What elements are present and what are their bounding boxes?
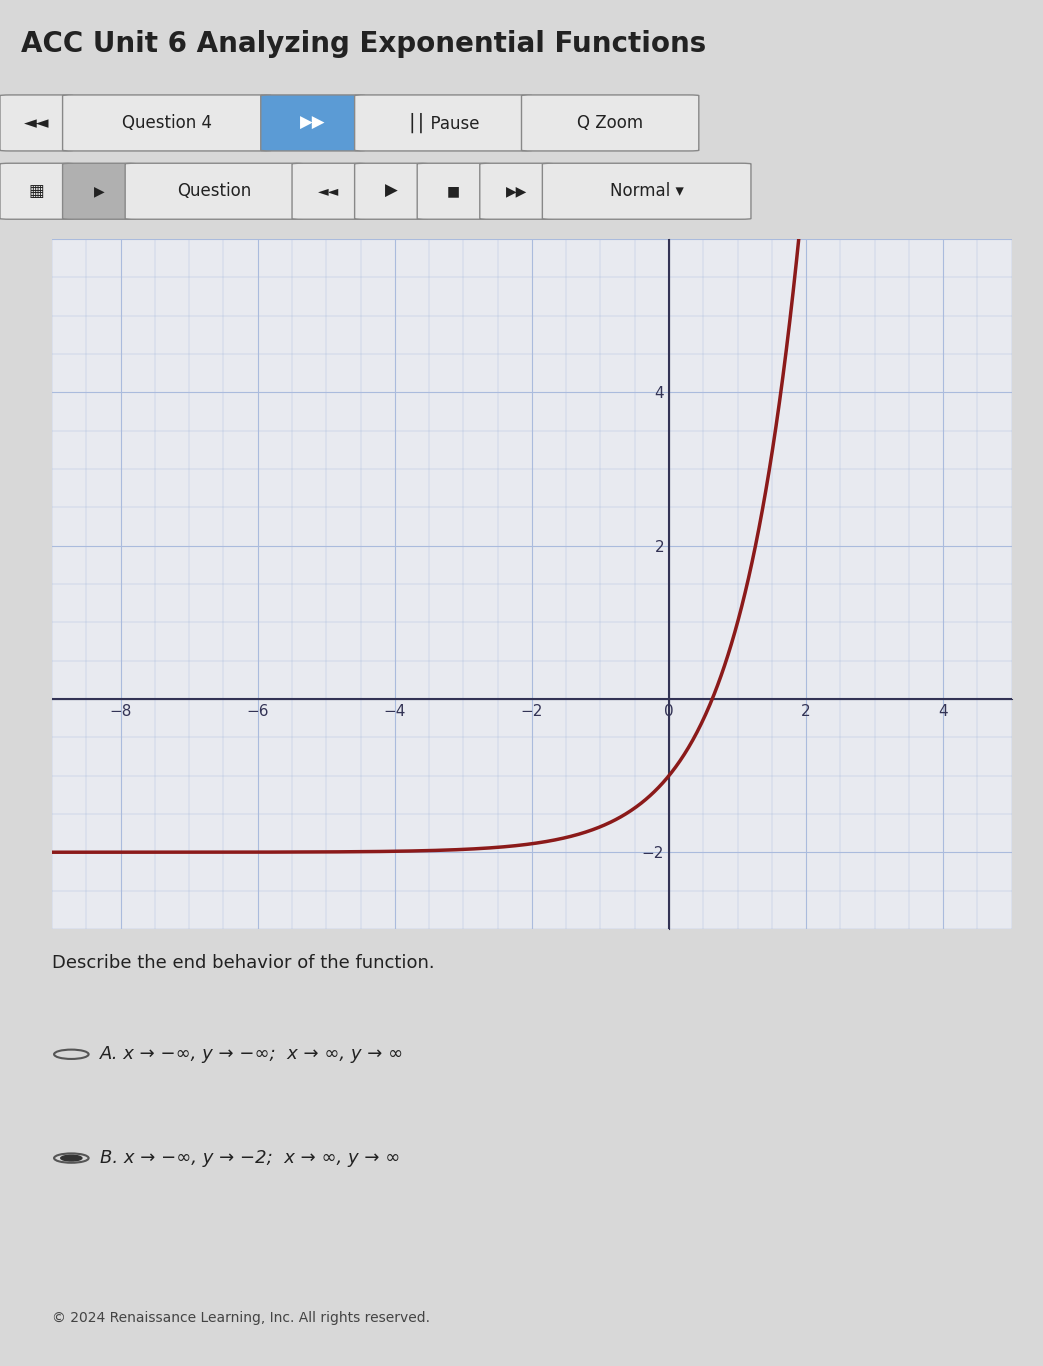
FancyBboxPatch shape [63,94,271,150]
Text: ▶▶: ▶▶ [300,113,325,133]
Text: ▶▶: ▶▶ [506,184,527,198]
Text: Describe the end behavior of the function.: Describe the end behavior of the functio… [52,953,435,973]
Text: B. x → −∞, y → −2;  x → ∞, y → ∞: B. x → −∞, y → −2; x → ∞, y → ∞ [100,1149,401,1167]
FancyBboxPatch shape [125,163,302,220]
FancyBboxPatch shape [63,163,136,220]
FancyBboxPatch shape [355,163,428,220]
Text: ACC Unit 6 Analyzing Exponential Functions: ACC Unit 6 Analyzing Exponential Functio… [21,30,706,59]
Text: ◄◄: ◄◄ [318,184,339,198]
FancyBboxPatch shape [355,94,532,150]
Text: Question 4: Question 4 [122,113,212,133]
Text: ▶: ▶ [94,184,104,198]
Text: Normal ▾: Normal ▾ [610,182,683,201]
Text: ▦: ▦ [28,182,45,201]
Text: Q Zoom: Q Zoom [577,113,644,133]
Text: © 2024 Renaissance Learning, Inc. All rights reserved.: © 2024 Renaissance Learning, Inc. All ri… [52,1311,430,1325]
Text: ◄◄: ◄◄ [24,113,49,133]
Text: A. x → −∞, y → −∞;  x → ∞, y → ∞: A. x → −∞, y → −∞; x → ∞, y → ∞ [100,1045,405,1063]
Text: ■: ■ [447,184,460,198]
FancyBboxPatch shape [417,163,490,220]
FancyBboxPatch shape [0,163,73,220]
Text: Question: Question [176,182,251,201]
FancyBboxPatch shape [292,163,365,220]
FancyBboxPatch shape [0,94,73,150]
FancyBboxPatch shape [261,94,365,150]
FancyBboxPatch shape [480,163,553,220]
Text: ⎮⎮ Pause: ⎮⎮ Pause [408,113,479,133]
Text: ▶: ▶ [385,182,397,201]
Circle shape [60,1156,82,1161]
FancyBboxPatch shape [522,94,699,150]
FancyBboxPatch shape [542,163,751,220]
